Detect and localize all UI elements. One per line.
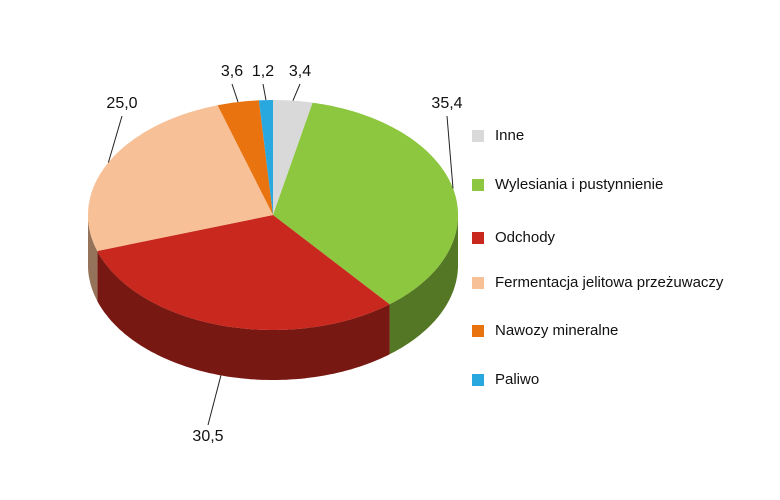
leader-line xyxy=(292,83,301,101)
slice-side xyxy=(97,251,390,380)
leader-line xyxy=(107,115,123,163)
slice-shade xyxy=(389,215,458,355)
slice xyxy=(273,102,458,305)
legend-swatch xyxy=(472,374,484,386)
legend-swatch xyxy=(472,277,484,289)
legend-swatch xyxy=(472,325,484,337)
legend-label: Odchody xyxy=(495,229,556,246)
legend-swatch xyxy=(472,130,484,142)
data-label: 30,5 xyxy=(192,428,223,445)
data-label: 3,6 xyxy=(221,63,243,80)
slice xyxy=(273,100,313,215)
legend-label: Paliwo xyxy=(495,371,539,388)
slice-side xyxy=(88,215,98,301)
legend-label: Inne xyxy=(495,127,524,144)
data-label: 25,0 xyxy=(106,95,137,112)
slice xyxy=(88,105,273,251)
data-label: 1,2 xyxy=(252,63,274,80)
legend-label: Wylesiania i pustynnienie xyxy=(495,176,663,193)
legend-label: Nawozy mineralne xyxy=(495,322,618,339)
leader-line xyxy=(207,375,222,426)
data-label: 3,4 xyxy=(289,63,311,80)
slice-shade xyxy=(88,215,98,301)
leader-line xyxy=(262,83,267,101)
legend-swatch xyxy=(472,232,484,244)
leader-line xyxy=(231,83,239,103)
slice-side xyxy=(389,215,458,355)
slice xyxy=(258,100,273,215)
legend-swatch xyxy=(472,179,484,191)
slice xyxy=(217,100,273,215)
data-label: 35,4 xyxy=(431,95,462,112)
leader-line xyxy=(446,115,454,189)
slice-shade xyxy=(97,251,390,380)
legend-label: Fermentacja jelitowa przeżuwaczy xyxy=(495,274,724,291)
slice xyxy=(97,215,390,330)
